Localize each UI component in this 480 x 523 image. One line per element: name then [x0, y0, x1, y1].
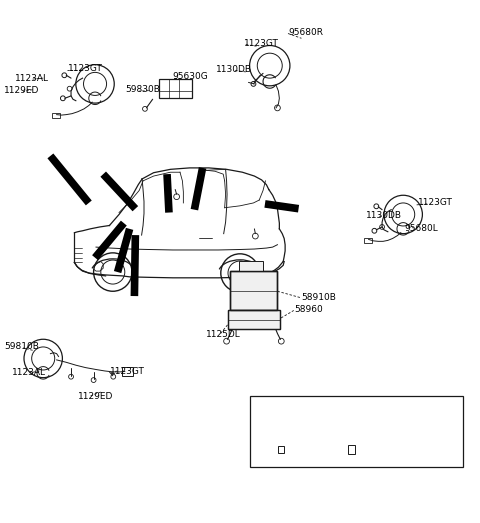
Text: 1123AL: 1123AL — [15, 74, 49, 83]
Bar — [230, 271, 277, 311]
Bar — [364, 238, 372, 243]
Bar — [228, 310, 280, 328]
Bar — [230, 271, 277, 311]
Text: 95630G: 95630G — [173, 72, 208, 81]
Text: 1337AA: 1337AA — [410, 407, 445, 416]
Circle shape — [243, 289, 264, 311]
Text: 1123GT: 1123GT — [68, 64, 103, 73]
Text: 1123GT: 1123GT — [418, 198, 453, 208]
Circle shape — [254, 282, 264, 291]
Bar — [159, 79, 192, 98]
Bar — [52, 112, 60, 118]
Text: 95680R: 95680R — [288, 28, 323, 37]
Text: 58910B: 58910B — [301, 293, 336, 302]
Bar — [250, 396, 463, 467]
Text: 1123GT: 1123GT — [244, 39, 279, 48]
Text: 1123GU: 1123GU — [338, 407, 374, 416]
Text: 1129ED: 1129ED — [4, 86, 39, 95]
Bar — [122, 367, 133, 376]
Circle shape — [263, 282, 273, 291]
Bar — [277, 446, 284, 453]
Text: 1130DB: 1130DB — [366, 211, 402, 220]
Text: 58960: 58960 — [295, 305, 324, 314]
Text: 1129ED: 1129ED — [78, 392, 113, 401]
Text: 1125DL: 1125DL — [206, 330, 241, 339]
Text: 1123GT: 1123GT — [110, 367, 145, 377]
Text: 1123AL: 1123AL — [12, 368, 46, 378]
Text: 95680L: 95680L — [404, 224, 438, 233]
Bar — [239, 260, 263, 271]
Text: 1130DB: 1130DB — [216, 65, 252, 74]
Circle shape — [245, 282, 254, 291]
Text: 59830B: 59830B — [126, 85, 161, 94]
Text: 1125DB: 1125DB — [267, 407, 303, 416]
Text: 59810B: 59810B — [4, 343, 39, 351]
Bar — [228, 310, 280, 328]
Bar — [348, 445, 355, 453]
Circle shape — [235, 282, 245, 291]
